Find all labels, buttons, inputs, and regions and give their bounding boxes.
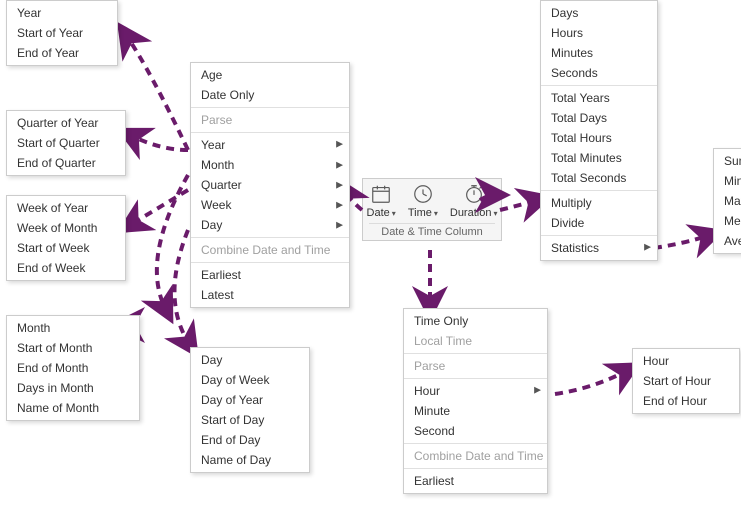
menu-month: MonthStart of MonthEnd of MonthDays in M…	[6, 315, 140, 421]
menu-item-end-of-hour[interactable]: End of Hour	[633, 391, 739, 411]
menu-item-end-of-day[interactable]: End of Day	[191, 430, 309, 450]
menu-item-total-days[interactable]: Total Days	[541, 108, 657, 128]
caret-down-icon: ▾	[392, 209, 396, 218]
menu-item-latest[interactable]: Latest	[191, 285, 349, 305]
menu-day: DayDay of WeekDay of YearStart of DayEnd…	[190, 347, 310, 473]
menu-item-hour[interactable]: Hour▶	[404, 378, 547, 401]
submenu-arrow-icon: ▶	[336, 200, 343, 211]
ribbon-group-title: Date & Time Column	[369, 223, 495, 238]
menu-year: YearStart of YearEnd of Year	[6, 0, 118, 66]
menu-item-divide[interactable]: Divide	[541, 213, 657, 233]
menu-item-time-only[interactable]: Time Only	[404, 311, 547, 331]
menu-item-days[interactable]: Days	[541, 3, 657, 23]
menu-item-combine-date-and-time: Combine Date and Time	[404, 443, 547, 466]
ribbon-button-time[interactable]: Time ▾	[408, 183, 438, 219]
menu-item-month[interactable]: Month	[7, 318, 139, 338]
submenu-arrow-icon: ▶	[336, 139, 343, 150]
menu-item-total-minutes[interactable]: Total Minutes	[541, 148, 657, 168]
ribbon-buttons-row: Date ▾Time ▾Duration ▾	[369, 183, 495, 219]
menu-item-year[interactable]: Year▶	[191, 132, 349, 155]
menu-item-total-hours[interactable]: Total Hours	[541, 128, 657, 148]
menu-hour: HourStart of HourEnd of Hour	[632, 348, 740, 414]
menu-time: Time OnlyLocal TimeParseHour▶MinuteSecon…	[403, 308, 548, 494]
menu-item-day-of-week[interactable]: Day of Week	[191, 370, 309, 390]
menu-item-month[interactable]: Month▶	[191, 155, 349, 175]
menu-item-week-of-year[interactable]: Week of Year	[7, 198, 125, 218]
menu-item-statistics[interactable]: Statistics▶	[541, 235, 657, 258]
menu-item-maximum[interactable]: Maximum	[714, 191, 741, 211]
menu-item-days-in-month[interactable]: Days in Month	[7, 378, 139, 398]
submenu-arrow-icon: ▶	[336, 160, 343, 171]
menu-item-day[interactable]: Day	[191, 350, 309, 370]
menu-item-end-of-quarter[interactable]: End of Quarter	[7, 153, 125, 173]
menu-item-day-of-year[interactable]: Day of Year	[191, 390, 309, 410]
menu-item-age[interactable]: Age	[191, 65, 349, 85]
menu-stats: SumMinimumMaximumMedianAverage	[713, 148, 741, 254]
menu-item-second[interactable]: Second	[404, 421, 547, 441]
menu-item-median[interactable]: Median	[714, 211, 741, 231]
menu-item-end-of-week[interactable]: End of Week	[7, 258, 125, 278]
stopwatch-icon	[463, 183, 485, 205]
calendar-icon	[370, 183, 392, 205]
submenu-arrow-icon: ▶	[534, 385, 541, 396]
clock-icon	[412, 183, 434, 205]
menu-item-hours[interactable]: Hours	[541, 23, 657, 43]
menu-item-average[interactable]: Average	[714, 231, 741, 251]
menu-item-minutes[interactable]: Minutes	[541, 43, 657, 63]
menu-item-earliest[interactable]: Earliest	[191, 262, 349, 285]
menu-date: AgeDate OnlyParseYear▶Month▶Quarter▶Week…	[190, 62, 350, 308]
ribbon-button-duration[interactable]: Duration ▾	[450, 183, 498, 219]
menu-item-parse: Parse	[404, 353, 547, 376]
menu-item-end-of-year[interactable]: End of Year	[7, 43, 117, 63]
ribbon-button-label: Duration	[450, 207, 492, 219]
menu-item-name-of-day[interactable]: Name of Day	[191, 450, 309, 470]
menu-item-week-of-month[interactable]: Week of Month	[7, 218, 125, 238]
submenu-arrow-icon: ▶	[336, 180, 343, 191]
ribbon-button-label: Time	[408, 207, 432, 219]
menu-item-end-of-month[interactable]: End of Month	[7, 358, 139, 378]
menu-item-parse: Parse	[191, 107, 349, 130]
submenu-arrow-icon: ▶	[644, 242, 651, 253]
menu-item-earliest[interactable]: Earliest	[404, 468, 547, 491]
menu-item-minute[interactable]: Minute	[404, 401, 547, 421]
menu-quarter: Quarter of YearStart of QuarterEnd of Qu…	[6, 110, 126, 176]
caret-down-icon: ▾	[434, 209, 438, 218]
menu-item-day[interactable]: Day▶	[191, 215, 349, 235]
menu-item-start-of-quarter[interactable]: Start of Quarter	[7, 133, 125, 153]
menu-item-start-of-month[interactable]: Start of Month	[7, 338, 139, 358]
ribbon-button-date[interactable]: Date ▾	[367, 183, 396, 219]
menu-duration: DaysHoursMinutesSecondsTotal YearsTotal …	[540, 0, 658, 261]
menu-item-year[interactable]: Year	[7, 3, 117, 23]
menu-item-seconds[interactable]: Seconds	[541, 63, 657, 83]
menu-item-quarter[interactable]: Quarter▶	[191, 175, 349, 195]
ribbon-button-label: Date	[367, 207, 390, 219]
menu-item-total-seconds[interactable]: Total Seconds	[541, 168, 657, 188]
menu-week: Week of YearWeek of MonthStart of WeekEn…	[6, 195, 126, 281]
menu-item-start-of-week[interactable]: Start of Week	[7, 238, 125, 258]
menu-item-sum[interactable]: Sum	[714, 151, 741, 171]
menu-item-total-years[interactable]: Total Years	[541, 85, 657, 108]
caret-down-icon: ▾	[493, 209, 497, 218]
menu-item-multiply[interactable]: Multiply	[541, 190, 657, 213]
ribbon-date-time-column: Date ▾Time ▾Duration ▾ Date & Time Colum…	[362, 178, 502, 241]
menu-item-hour[interactable]: Hour	[633, 351, 739, 371]
menu-item-quarter-of-year[interactable]: Quarter of Year	[7, 113, 125, 133]
menu-item-start-of-year[interactable]: Start of Year	[7, 23, 117, 43]
menu-item-combine-date-and-time: Combine Date and Time	[191, 237, 349, 260]
menu-item-name-of-month[interactable]: Name of Month	[7, 398, 139, 418]
menu-item-minimum[interactable]: Minimum	[714, 171, 741, 191]
submenu-arrow-icon: ▶	[336, 220, 343, 231]
menu-item-start-of-day[interactable]: Start of Day	[191, 410, 309, 430]
menu-item-start-of-hour[interactable]: Start of Hour	[633, 371, 739, 391]
menu-item-date-only[interactable]: Date Only	[191, 85, 349, 105]
menu-item-week[interactable]: Week▶	[191, 195, 349, 215]
menu-item-local-time: Local Time	[404, 331, 547, 351]
